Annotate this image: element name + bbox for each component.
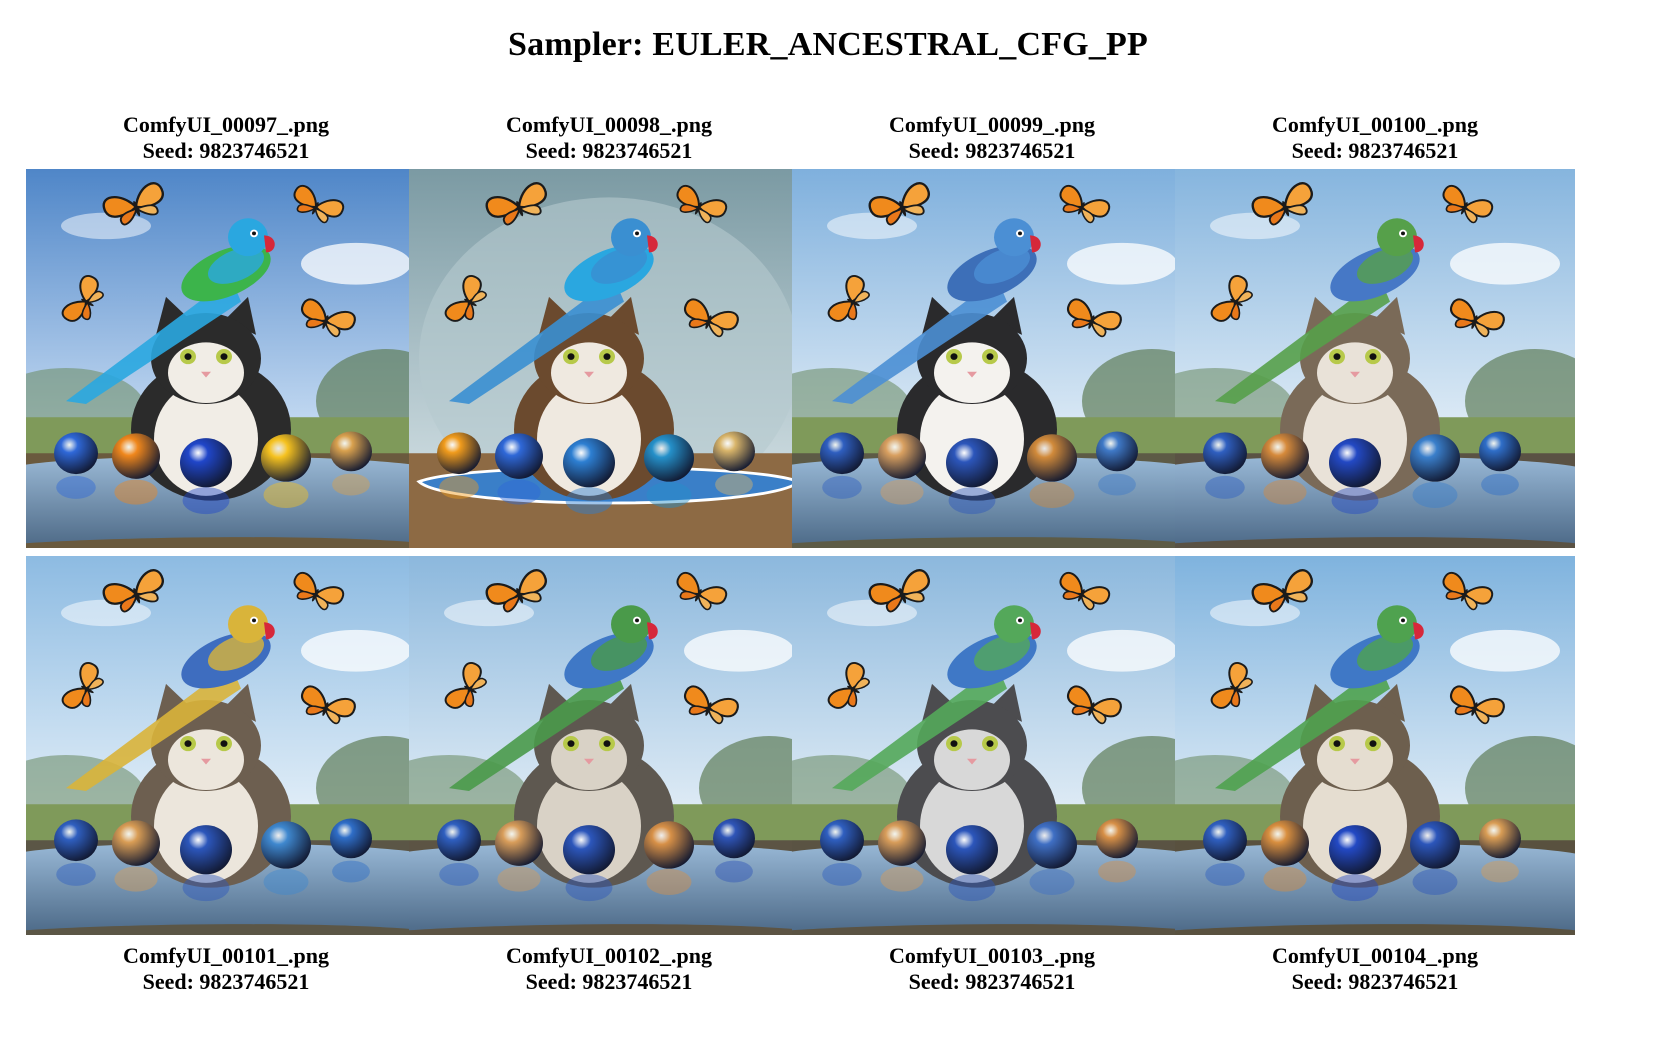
image-filename: ComfyUI_00100_.png [1272, 112, 1478, 137]
image-preview [1175, 169, 1575, 548]
image-filename: ComfyUI_00102_.png [506, 943, 712, 968]
image-preview [1175, 556, 1575, 935]
image-preview [409, 556, 809, 935]
generated-image[interactable] [409, 169, 809, 548]
image-filename: ComfyUI_00103_.png [889, 943, 1095, 968]
image-filename: ComfyUI_00098_.png [506, 112, 712, 137]
image-caption: ComfyUI_00103_.png Seed: 9823746521 [792, 943, 1192, 995]
image-seed: Seed: 9823746521 [908, 138, 1076, 163]
image-seed: Seed: 9823746521 [525, 138, 693, 163]
image-caption: ComfyUI_00099_.png Seed: 9823746521 [792, 112, 1192, 164]
image-caption: ComfyUI_00102_.png Seed: 9823746521 [409, 943, 809, 995]
image-filename: ComfyUI_00099_.png [889, 112, 1095, 137]
image-filename: ComfyUI_00104_.png [1272, 943, 1478, 968]
image-seed: Seed: 9823746521 [525, 969, 693, 994]
image-filename: ComfyUI_00097_.png [123, 112, 329, 137]
image-seed: Seed: 9823746521 [1291, 969, 1459, 994]
image-seed: Seed: 9823746521 [908, 969, 1076, 994]
generated-image[interactable] [409, 556, 809, 935]
image-seed: Seed: 9823746521 [142, 969, 310, 994]
image-seed: Seed: 9823746521 [1291, 138, 1459, 163]
page-title: Sampler: EULER_ANCESTRAL_CFG_PP [508, 26, 1148, 63]
image-caption: ComfyUI_00101_.png Seed: 9823746521 [26, 943, 426, 995]
image-caption: ComfyUI_00104_.png Seed: 9823746521 [1175, 943, 1575, 995]
image-caption: ComfyUI_00098_.png Seed: 9823746521 [409, 112, 809, 164]
generated-image[interactable] [26, 556, 426, 935]
image-preview [792, 556, 1192, 935]
image-caption: ComfyUI_00097_.png Seed: 9823746521 [26, 112, 426, 164]
image-preview [409, 169, 809, 548]
generated-image[interactable] [26, 169, 426, 548]
image-caption: ComfyUI_00100_.png Seed: 9823746521 [1175, 112, 1575, 164]
generated-image[interactable] [792, 556, 1192, 935]
image-preview [26, 556, 426, 935]
generated-image[interactable] [792, 169, 1192, 548]
generated-image[interactable] [1175, 556, 1575, 935]
image-preview [26, 169, 426, 548]
image-preview [792, 169, 1192, 548]
image-seed: Seed: 9823746521 [142, 138, 310, 163]
image-filename: ComfyUI_00101_.png [123, 943, 329, 968]
generated-image[interactable] [1175, 169, 1575, 548]
